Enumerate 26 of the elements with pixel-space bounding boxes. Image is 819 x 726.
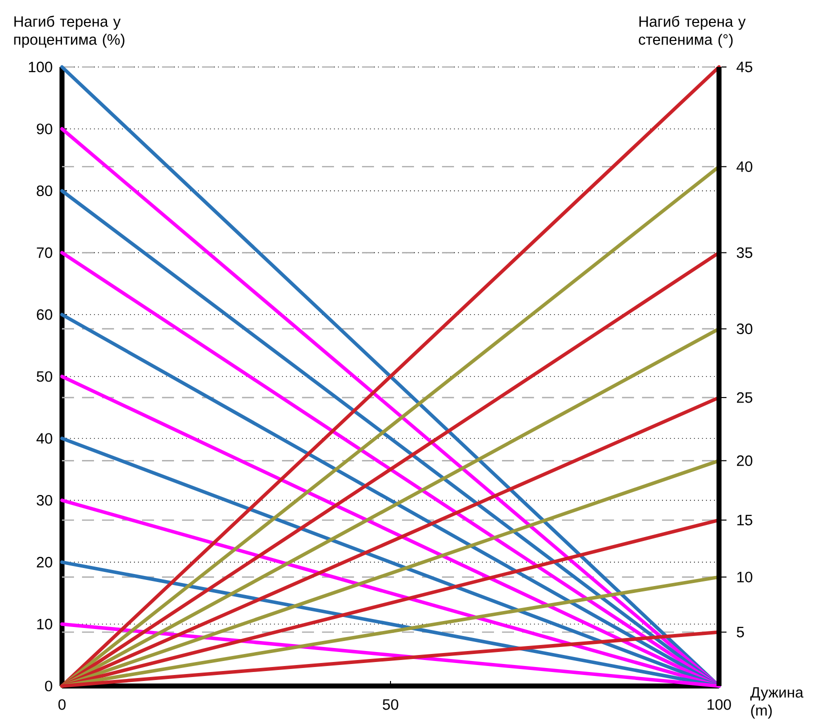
x-axis-title: Дужина (m) xyxy=(750,687,804,719)
x-tick-label: 50 xyxy=(382,699,398,710)
y2-axis-title: Нагиб терена у степенима (°) xyxy=(638,16,746,48)
y-tick-label: 20 xyxy=(36,556,52,568)
y-tick-label: 10 xyxy=(37,618,52,630)
text: 20 xyxy=(736,455,752,466)
text: 35 xyxy=(736,247,752,258)
text: 30 xyxy=(736,324,752,334)
text: 15 xyxy=(737,514,752,526)
y-tick-label: 0 xyxy=(45,680,52,692)
y-tick-label: 60 xyxy=(36,309,52,320)
y-axis-title: Нагиб терена у процентима (%) xyxy=(14,16,124,48)
text: 25 xyxy=(736,392,752,403)
text: 5 xyxy=(736,626,744,638)
text: 10 xyxy=(737,572,752,582)
text: 40 xyxy=(736,161,752,172)
y-tick-label: 50 xyxy=(36,371,52,382)
y-tick-label: 100 xyxy=(28,62,52,72)
y-tick-label: 90 xyxy=(36,124,52,134)
y-tick-label: 40 xyxy=(36,433,52,444)
y-tick-label: 70 xyxy=(36,247,52,258)
x-tick-label: 0 xyxy=(58,699,66,710)
x-tick-label: 100 xyxy=(708,699,731,710)
text: 45 xyxy=(736,62,752,72)
y-tick-label: 30 xyxy=(36,494,52,506)
y-tick-label: 80 xyxy=(36,185,52,196)
